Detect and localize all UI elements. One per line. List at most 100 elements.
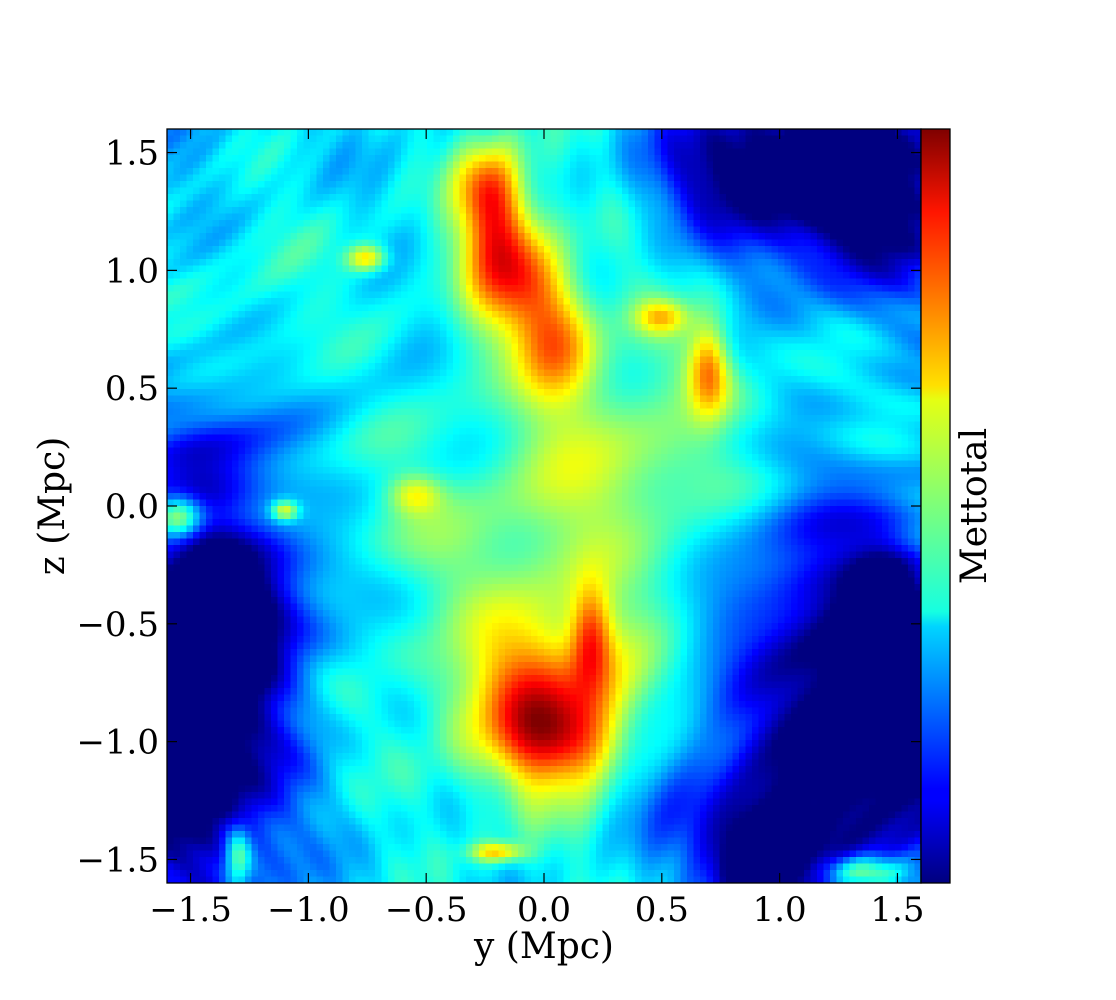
heatmap-cell (407, 129, 415, 137)
heatmap-cell (290, 662, 298, 670)
heatmap-cell (219, 239, 227, 247)
heatmap-cell (290, 597, 298, 605)
heatmap-cell (271, 369, 279, 377)
heatmap-cell (420, 662, 428, 670)
heatmap-cell (251, 701, 259, 709)
heatmap-cell (381, 681, 389, 689)
heatmap-cell (206, 785, 214, 793)
heatmap-cell (167, 681, 175, 689)
heatmap-cell (381, 337, 389, 345)
heatmap-cell (186, 506, 194, 514)
heatmap-cell (362, 395, 370, 403)
heatmap-cell (245, 246, 253, 254)
heatmap-cell (199, 460, 207, 468)
heatmap-cell (323, 480, 331, 488)
heatmap-cell (167, 512, 175, 520)
heatmap-cell (394, 850, 402, 858)
heatmap-cell (193, 486, 201, 494)
heatmap-cell (420, 317, 428, 325)
heatmap-cell (264, 532, 272, 540)
heatmap-cell (199, 148, 207, 156)
heatmap-cell (336, 213, 344, 221)
heatmap-cell (225, 571, 233, 579)
heatmap-cell (264, 363, 272, 371)
heatmap-cell (362, 324, 370, 332)
heatmap-cell (440, 382, 448, 390)
heatmap-cell (225, 337, 233, 345)
heatmap-cell (271, 506, 279, 514)
heatmap-cell (336, 824, 344, 832)
heatmap-cell (414, 311, 422, 319)
heatmap-cell (245, 161, 253, 169)
heatmap-cell (420, 473, 428, 481)
heatmap-cell (251, 727, 259, 735)
heatmap-cell (173, 876, 181, 883)
heatmap-cell (277, 558, 285, 566)
heatmap-cell (329, 857, 337, 865)
heatmap-cell (271, 538, 279, 546)
heatmap-cell (245, 194, 253, 202)
heatmap-cell (355, 720, 363, 728)
heatmap-cell (212, 460, 220, 468)
heatmap-cell (310, 818, 318, 826)
heatmap-cell (284, 779, 292, 787)
heatmap-cell (245, 694, 253, 702)
heatmap-cell (297, 675, 305, 683)
heatmap-cell (355, 714, 363, 722)
heatmap-cell (225, 779, 233, 787)
heatmap-cell (297, 714, 305, 722)
heatmap-cell (316, 714, 324, 722)
heatmap-cell (290, 610, 298, 618)
heatmap-cell (342, 532, 350, 540)
heatmap-cell (303, 616, 311, 624)
heatmap-cell (199, 207, 207, 215)
heatmap-cell (401, 161, 409, 169)
heatmap-cell (329, 623, 337, 631)
heatmap-cell (245, 824, 253, 832)
heatmap-cell (336, 298, 344, 306)
heatmap-cell (245, 870, 253, 878)
heatmap-cell (225, 753, 233, 761)
heatmap-cell (297, 798, 305, 806)
heatmap-cell (433, 343, 441, 351)
heatmap-cell (277, 668, 285, 676)
heatmap-cell (232, 486, 240, 494)
heatmap-cell (349, 629, 357, 637)
heatmap-cell (329, 298, 337, 306)
heatmap-cell (264, 603, 272, 611)
heatmap-cell (238, 291, 246, 299)
heatmap-cell (420, 129, 428, 137)
heatmap-cell (336, 363, 344, 371)
heatmap-cell (297, 467, 305, 475)
heatmap-cell (173, 129, 181, 137)
heatmap-cell (225, 421, 233, 429)
heatmap-cell (407, 753, 415, 761)
heatmap-cell (251, 532, 259, 540)
heatmap-cell (329, 681, 337, 689)
heatmap-cell (303, 785, 311, 793)
heatmap-cell (238, 161, 246, 169)
heatmap-cell (362, 181, 370, 189)
heatmap-cell (225, 499, 233, 507)
heatmap-cell (303, 870, 311, 878)
heatmap-cell (264, 447, 272, 455)
heatmap-cell (375, 662, 383, 670)
heatmap-cell (316, 278, 324, 286)
heatmap-cell (329, 870, 337, 878)
heatmap-cell (388, 317, 396, 325)
heatmap-cell (310, 876, 318, 883)
heatmap-cell (316, 382, 324, 390)
heatmap-cell (297, 408, 305, 416)
heatmap-cell (329, 239, 337, 247)
heatmap-cell (186, 207, 194, 215)
heatmap-cell (349, 590, 357, 598)
heatmap-cell (277, 337, 285, 345)
heatmap-cell (427, 363, 435, 371)
heatmap-cell (167, 363, 175, 371)
heatmap-cell (167, 701, 175, 709)
heatmap-cell (297, 740, 305, 748)
heatmap-cell (394, 597, 402, 605)
heatmap-cell (180, 727, 188, 735)
heatmap-cell (414, 824, 422, 832)
heatmap-cell (427, 499, 435, 507)
